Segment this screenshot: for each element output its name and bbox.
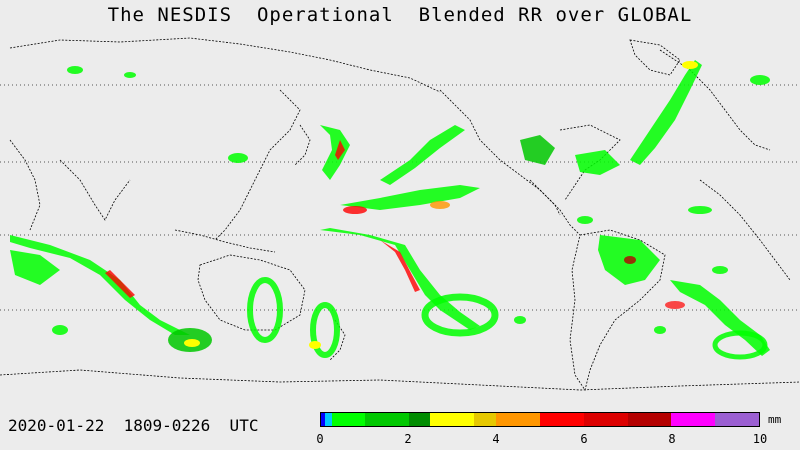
valid-time-label: 2020-01-22 1809-0226 UTC [8, 416, 259, 435]
colorbar-segment [474, 413, 497, 426]
rain-core-new-zealand [309, 341, 321, 349]
rain-rate-map [0, 37, 800, 391]
rain-band-north-atlantic [630, 60, 702, 165]
colorbar-segment [408, 413, 431, 426]
colorbar-segment [583, 413, 628, 426]
coast-indonesia [174, 229, 276, 253]
rain-cell [688, 206, 712, 214]
rain-band-indian-ocean [10, 235, 190, 335]
coast-south-america [569, 229, 666, 391]
rain-core-north-atlantic [682, 61, 698, 69]
coast-india [59, 159, 131, 221]
rain-core-itcz-east [430, 201, 450, 209]
colorbar-tick-label: 8 [668, 432, 676, 446]
coast-north-america [439, 89, 561, 216]
coast-asia-north [9, 37, 441, 93]
rain-cell [712, 266, 728, 274]
rain-core-amazon [624, 256, 636, 264]
colorbar-segment [671, 413, 716, 426]
rain-core-indian-ocean [105, 270, 135, 298]
colorbar-segment [539, 413, 584, 426]
colorbar-segment [321, 413, 326, 426]
rain-band-north-pacific-east [380, 125, 465, 185]
rain-swirl-new-zealand [310, 302, 340, 358]
rain-swirl-south-pacific [421, 293, 499, 337]
colorbar-segment [715, 413, 759, 426]
rain-areas [10, 60, 770, 360]
rain-cell [124, 72, 136, 78]
colorbar-tick-label: 2 [404, 432, 412, 446]
rain-band-north-pacific-west [320, 125, 350, 180]
colorbar-segment [364, 413, 409, 426]
colorbar-unit: mm [768, 413, 782, 426]
rain-area-eastern-us [520, 135, 555, 165]
rain-cell [67, 66, 83, 74]
coast-antarctica [0, 369, 800, 391]
map-title: The NESDIS Operational Blended RR over G… [107, 4, 693, 26]
rain-core-south-indian [184, 339, 200, 347]
colorbar-tick-label: 0 [316, 432, 324, 446]
rain-cell [654, 326, 666, 334]
rain-swirl-south-atlantic [712, 330, 768, 360]
rain-cell [228, 153, 248, 163]
rain-area-gulf [575, 150, 620, 175]
rain-core-africa [665, 301, 685, 309]
rain-core-spcz [380, 240, 420, 292]
colorbar-tick-label: 6 [580, 432, 588, 446]
rain-core-north-pacific-west [335, 140, 345, 160]
rain-cell [577, 216, 593, 224]
rain-band-spcz [320, 228, 480, 330]
rain-cell [750, 75, 770, 85]
coast-africa-west [699, 179, 791, 281]
colorbar-segment [496, 413, 540, 426]
colorbar-segment [430, 413, 475, 426]
colorbar-tick-label: 4 [492, 432, 500, 446]
rain-swirl-tasman [247, 277, 283, 343]
colorbar-segment [627, 413, 672, 426]
rain-cell [514, 316, 526, 324]
coast-africa-east [9, 139, 41, 231]
rain-rate-colorbar [320, 412, 760, 427]
colorbar-tick-label: 10 [752, 432, 768, 446]
coast-new-zealand [329, 319, 346, 361]
coast-australia [197, 254, 306, 331]
rain-band-south-atlantic [670, 280, 770, 356]
rain-area-africa [10, 250, 60, 285]
colorbar-segment [331, 413, 365, 426]
coast-japan [294, 124, 311, 166]
coast-greenland [629, 39, 681, 76]
rain-core-itcz-pacific [343, 206, 367, 214]
colorbar-segment [325, 413, 332, 426]
latitude-gridlines [0, 84, 800, 311]
coast-east-asia [214, 89, 301, 241]
rain-band-itcz-pacific [340, 185, 480, 210]
coast-central-america [529, 179, 581, 236]
rain-cell [52, 325, 68, 335]
